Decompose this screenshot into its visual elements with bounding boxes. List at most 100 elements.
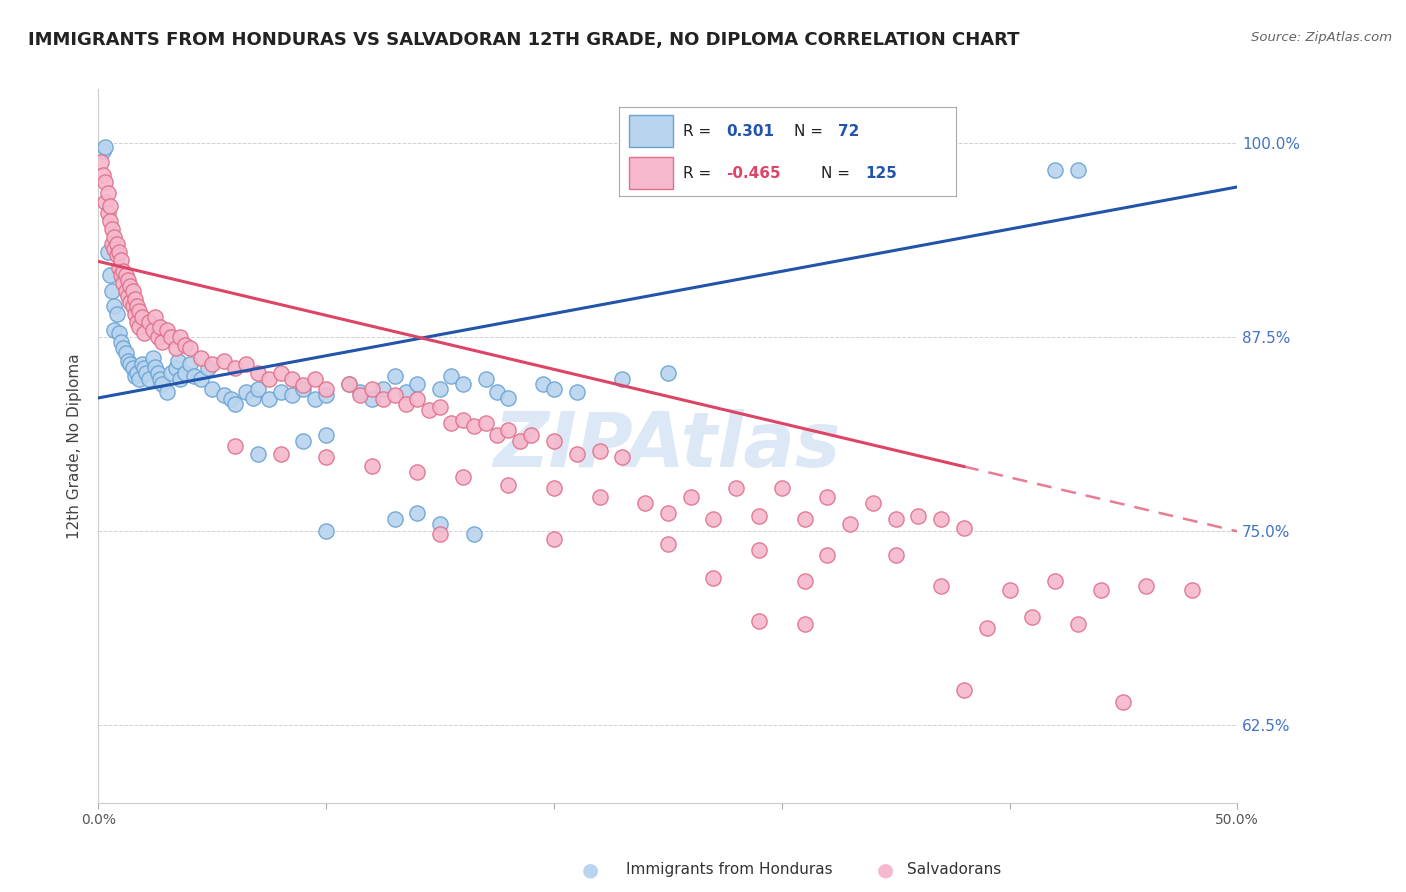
Point bbox=[150, 334, 173, 349]
Point bbox=[94, 175, 117, 189]
Point bbox=[108, 326, 131, 340]
Point bbox=[463, 418, 485, 433]
Point bbox=[1021, 609, 1043, 624]
Point bbox=[384, 512, 406, 526]
Point bbox=[142, 351, 165, 365]
Point bbox=[235, 384, 257, 399]
Point bbox=[360, 459, 382, 474]
Point bbox=[135, 366, 157, 380]
Point bbox=[132, 326, 155, 340]
Point bbox=[349, 384, 371, 399]
Text: N =: N = bbox=[794, 124, 828, 138]
Point bbox=[112, 263, 135, 277]
Text: R =: R = bbox=[683, 124, 716, 138]
Point bbox=[120, 357, 142, 371]
Point bbox=[201, 382, 224, 396]
Point bbox=[486, 384, 509, 399]
Bar bbox=[628, 157, 672, 189]
Point bbox=[179, 341, 201, 355]
Point bbox=[543, 481, 565, 495]
Point bbox=[498, 424, 520, 438]
Point bbox=[748, 615, 770, 629]
Point bbox=[103, 242, 125, 256]
Point bbox=[1067, 162, 1090, 177]
Text: 0.301: 0.301 bbox=[727, 124, 775, 138]
Point bbox=[429, 516, 451, 531]
Point bbox=[96, 186, 118, 201]
Point bbox=[395, 397, 418, 411]
Point bbox=[120, 279, 142, 293]
Point bbox=[440, 416, 463, 430]
Point bbox=[96, 245, 118, 260]
Point bbox=[1043, 574, 1066, 588]
Point bbox=[246, 382, 269, 396]
Point bbox=[349, 388, 371, 402]
Point bbox=[127, 315, 149, 329]
Point bbox=[142, 323, 165, 337]
Point bbox=[429, 401, 451, 415]
Point bbox=[108, 245, 131, 260]
Point bbox=[486, 428, 509, 442]
Point bbox=[94, 195, 117, 210]
Point bbox=[132, 361, 155, 376]
Point bbox=[657, 537, 679, 551]
Point bbox=[117, 353, 139, 368]
Point bbox=[110, 334, 132, 349]
Point bbox=[108, 260, 131, 275]
Point bbox=[884, 512, 907, 526]
Point bbox=[145, 310, 167, 325]
Point bbox=[371, 382, 394, 396]
Point bbox=[121, 361, 143, 376]
Point bbox=[315, 450, 337, 464]
Text: IMMIGRANTS FROM HONDURAS VS SALVADORAN 12TH GRADE, NO DIPLOMA CORRELATION CHART: IMMIGRANTS FROM HONDURAS VS SALVADORAN 1… bbox=[28, 31, 1019, 49]
Point bbox=[174, 366, 197, 380]
Point bbox=[242, 391, 264, 405]
Point bbox=[91, 145, 114, 159]
Point bbox=[101, 222, 124, 236]
Point bbox=[543, 532, 565, 546]
Point bbox=[315, 524, 337, 539]
Point bbox=[337, 376, 360, 391]
Point bbox=[292, 434, 315, 449]
Point bbox=[406, 376, 429, 391]
Text: -0.465: -0.465 bbox=[727, 166, 782, 180]
Point bbox=[270, 447, 292, 461]
Point bbox=[114, 268, 136, 283]
Point bbox=[657, 506, 679, 520]
Point bbox=[315, 428, 337, 442]
Point bbox=[565, 447, 588, 461]
Text: R =: R = bbox=[683, 166, 716, 180]
Point bbox=[679, 490, 702, 504]
Point bbox=[246, 366, 269, 380]
Point bbox=[212, 388, 235, 402]
Point bbox=[224, 361, 246, 376]
Point bbox=[929, 512, 952, 526]
Point bbox=[112, 341, 135, 355]
Point bbox=[406, 506, 429, 520]
Point bbox=[270, 384, 292, 399]
Point bbox=[725, 481, 748, 495]
Point bbox=[429, 382, 451, 396]
Point bbox=[146, 330, 169, 344]
Point bbox=[418, 403, 440, 417]
Point bbox=[174, 338, 197, 352]
Point bbox=[98, 214, 121, 228]
Point bbox=[384, 388, 406, 402]
Point bbox=[212, 353, 235, 368]
Point bbox=[156, 323, 179, 337]
Point bbox=[793, 512, 815, 526]
Point bbox=[315, 382, 337, 396]
Bar bbox=[628, 115, 672, 147]
Point bbox=[793, 574, 815, 588]
Point bbox=[1135, 579, 1157, 593]
Point bbox=[1067, 617, 1090, 632]
Point bbox=[451, 470, 474, 484]
Point bbox=[371, 392, 394, 407]
Point bbox=[235, 357, 257, 371]
Point bbox=[259, 372, 281, 386]
Point bbox=[120, 294, 142, 309]
Point bbox=[201, 357, 224, 371]
Text: ●: ● bbox=[877, 860, 894, 880]
Point bbox=[127, 299, 149, 313]
Point bbox=[103, 323, 125, 337]
